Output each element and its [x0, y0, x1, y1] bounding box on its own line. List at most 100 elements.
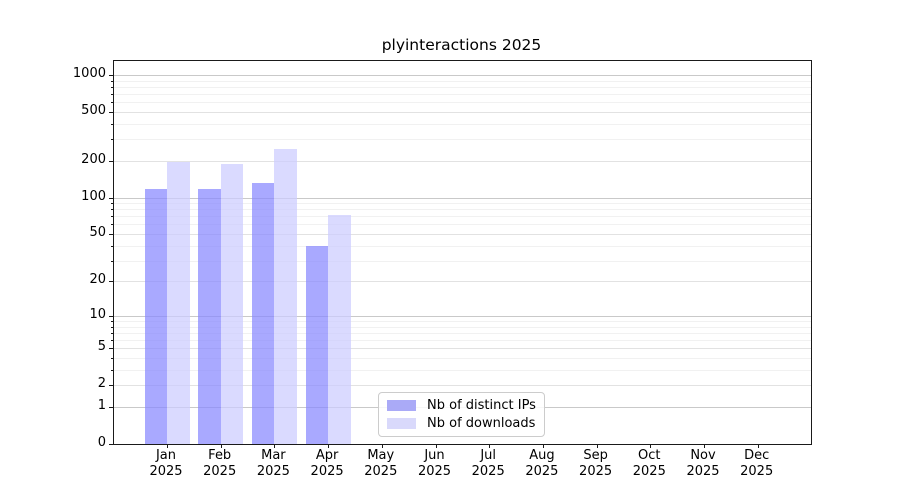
y-tick-label: 5 — [97, 339, 106, 355]
x-tick-label: Oct 2025 — [619, 448, 679, 479]
sub-gridline — [114, 160, 811, 162]
minor-gridline — [114, 321, 811, 322]
x-tick-mark — [274, 444, 276, 448]
x-tick-month: Nov — [690, 448, 716, 463]
sub-gridline — [114, 111, 811, 113]
x-tick-year: 2025 — [471, 463, 505, 479]
y-minor-tick-mark — [111, 123, 114, 125]
y-tick-mark — [109, 315, 113, 317]
x-tick-year: 2025 — [740, 463, 774, 479]
y-tick-label: 1 — [97, 398, 106, 413]
x-tick-mark — [704, 444, 705, 448]
minor-gridline — [114, 80, 811, 82]
legend-item-distinct-ips: Nb of distinct IPs — [387, 398, 536, 413]
y-tick-label: 20 — [89, 272, 106, 288]
y-tick-label: 500 — [81, 102, 106, 118]
y-tick-mark — [109, 281, 113, 283]
legend-item-downloads: Nb of downloads — [387, 416, 536, 431]
x-tick-mark — [757, 444, 759, 448]
x-tick-year: 2025 — [203, 463, 237, 479]
minor-gridline — [114, 209, 811, 211]
y-tick-mark — [109, 234, 113, 235]
x-tick-label: Aug 2025 — [512, 448, 572, 479]
x-tick-mark — [220, 444, 222, 448]
sub-gridline — [114, 385, 811, 387]
x-tick-year: 2025 — [686, 463, 720, 479]
x-tick-month: Dec — [744, 448, 770, 463]
y-minor-tick-mark — [111, 139, 114, 141]
legend-label-distinct-ips: Nb of distinct IPs — [427, 398, 536, 413]
x-tick-label: Jun 2025 — [405, 448, 465, 479]
x-tick-mark — [596, 444, 598, 448]
y-minor-tick-mark — [111, 203, 114, 204]
x-tick-month: Jul — [480, 448, 497, 463]
x-tick-label: Feb 2025 — [190, 448, 250, 479]
bar-downloads — [274, 148, 297, 444]
x-tick-year: 2025 — [417, 463, 452, 479]
x-tick-month: Jun — [424, 448, 445, 463]
x-tick-month: Sep — [583, 448, 608, 463]
sub-gridline — [114, 234, 811, 235]
y-tick-mark — [109, 407, 113, 408]
minor-gridline — [114, 123, 811, 125]
y-tick-mark — [109, 348, 113, 350]
x-tick-year: 2025 — [149, 463, 183, 479]
x-tick-month: Apr — [315, 448, 339, 463]
y-minor-tick-mark — [111, 209, 114, 211]
y-tick-mark — [109, 160, 113, 162]
y-tick-label: 1000 — [72, 65, 106, 81]
x-tick-mark — [435, 444, 437, 448]
x-tick-mark — [650, 444, 652, 448]
major-gridline — [114, 315, 811, 317]
y-minor-tick-mark — [111, 102, 114, 104]
y-tick-label: 2 — [97, 376, 106, 392]
y-tick-mark — [109, 197, 113, 199]
minor-gridline — [114, 326, 811, 328]
minor-gridline — [114, 216, 811, 218]
bar-downloads — [328, 214, 351, 444]
x-tick-year: 2025 — [525, 463, 559, 479]
x-tick-month: Aug — [529, 448, 555, 463]
y-minor-tick-mark — [111, 369, 114, 371]
x-tick-month: Jan — [155, 448, 177, 463]
y-tick-mark — [109, 385, 113, 387]
x-tick-label: Dec 2025 — [727, 448, 787, 479]
y-tick-label: 100 — [81, 188, 106, 204]
minor-gridline — [114, 245, 811, 247]
x-tick-year: 2025 — [256, 463, 290, 479]
bar-distinct-ips — [305, 245, 329, 444]
y-minor-tick-mark — [111, 332, 114, 334]
y-tick-mark — [109, 74, 113, 76]
x-tick-year: 2025 — [632, 463, 666, 479]
y-tick-label: 10 — [89, 306, 106, 322]
bar-downloads — [167, 162, 190, 444]
bar-distinct-ips — [144, 188, 167, 444]
x-tick-month: Oct — [638, 448, 661, 463]
bar-downloads — [220, 163, 244, 444]
y-tick-mark — [109, 111, 113, 113]
legend: Nb of distinct IPs Nb of downloads — [378, 392, 545, 437]
x-tick-year: 2025 — [310, 463, 344, 479]
x-tick-label: Nov 2025 — [673, 448, 733, 479]
x-tick-mark — [489, 444, 491, 448]
x-tick-mark — [167, 444, 168, 448]
y-minor-tick-mark — [111, 86, 114, 88]
chart-title: plyinteractions 2025 — [381, 36, 542, 54]
sub-gridline — [114, 281, 811, 283]
minor-gridline — [114, 86, 811, 88]
major-gridline — [114, 74, 811, 76]
y-minor-tick-mark — [111, 224, 114, 226]
minor-gridline — [114, 340, 811, 342]
x-tick-label: Mar 2025 — [243, 448, 303, 479]
y-minor-tick-mark — [111, 80, 114, 82]
minor-gridline — [114, 332, 811, 334]
minor-gridline — [114, 139, 811, 141]
minor-gridline — [114, 203, 811, 204]
minor-gridline — [114, 369, 811, 371]
y-tick-label: 50 — [89, 225, 106, 240]
x-tick-year: 2025 — [364, 463, 398, 479]
x-tick-mark — [542, 444, 544, 448]
minor-gridline — [114, 224, 811, 226]
plot-area — [109, 60, 812, 448]
y-tick-mark — [109, 444, 113, 445]
